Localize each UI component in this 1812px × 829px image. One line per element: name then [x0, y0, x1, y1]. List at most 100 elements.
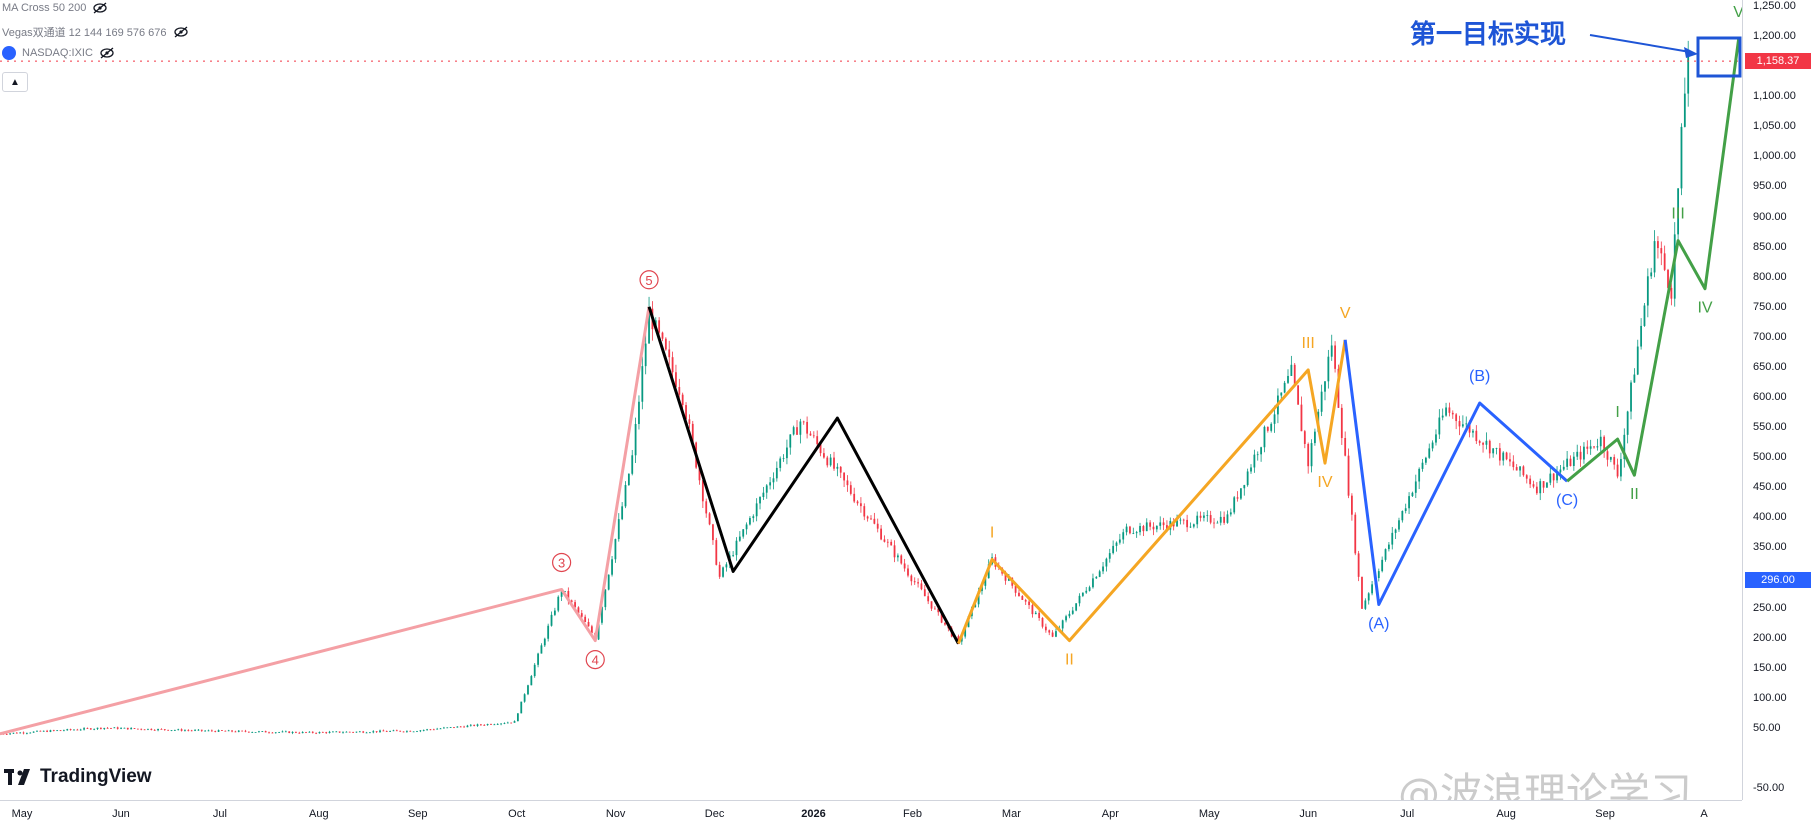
candle-body: [1018, 592, 1020, 597]
candle-body: [1468, 423, 1471, 433]
candle-body: [668, 349, 671, 358]
legend-ma-cross[interactable]: MA Cross 50 200: [2, 2, 108, 14]
candle-body: [1283, 382, 1286, 393]
candle-body: [691, 423, 694, 443]
candle-body: [1068, 613, 1071, 617]
candle-body: [974, 604, 977, 608]
candle-body: [1213, 522, 1215, 524]
candle-body: [1038, 612, 1041, 619]
candle-body: [46, 730, 48, 732]
candle-body: [486, 724, 489, 726]
candle-body: [291, 731, 294, 734]
tradingview-logo[interactable]: TradingView: [4, 766, 152, 788]
candle-body: [348, 731, 351, 733]
eye-hidden-icon[interactable]: [92, 2, 108, 14]
time-axis[interactable]: May Jun Jul Aug Sep Oct Nov Dec 2026 Feb Mar Apr May…: [0, 800, 1742, 829]
wave-label: IV: [1697, 300, 1712, 317]
candle-body: [1515, 467, 1518, 471]
candle-body: [271, 732, 274, 734]
candle-body: [789, 434, 792, 448]
eye-hidden-icon[interactable]: [173, 26, 189, 38]
time-tick: May: [1198, 808, 1220, 820]
candle-body: [584, 616, 587, 623]
candle-body: [1340, 407, 1343, 438]
candle-body: [927, 596, 930, 602]
target-highlight-box: [1696, 36, 1742, 78]
wave-label-circle: [639, 270, 659, 290]
candle-body: [113, 727, 116, 729]
candle-body: [796, 427, 798, 435]
price-tick: 1,050.00: [1753, 120, 1796, 133]
legend-vegas[interactable]: Vegas双通道 12 144 169 576 676: [2, 24, 189, 40]
candle-body: [533, 664, 536, 677]
candle-body: [759, 497, 761, 504]
candle-body: [9, 733, 11, 735]
candle-body: [143, 729, 146, 731]
candle-body: [32, 731, 35, 733]
eye-hidden-icon[interactable]: [99, 47, 115, 59]
candle-body: [688, 419, 691, 424]
candle-body: [772, 478, 775, 483]
candle-body: [49, 730, 52, 732]
candle-body: [742, 529, 745, 537]
legend-ma-cross-label: MA Cross 50 200: [2, 2, 87, 14]
candle-body: [160, 728, 163, 730]
candle-body: [816, 436, 819, 445]
candle-body: [833, 457, 835, 469]
candle-body: [496, 724, 499, 726]
candle-body: [937, 608, 940, 613]
candle-body: [1371, 584, 1373, 594]
candle-body: [1677, 188, 1680, 235]
candle-body: [1155, 525, 1158, 530]
candle-body: [167, 729, 170, 731]
candle-body: [1589, 446, 1592, 449]
candle-body: [876, 523, 879, 529]
time-tick: Feb: [902, 808, 922, 820]
candle-body: [1411, 492, 1414, 497]
candle-body: [745, 524, 748, 530]
candle-body: [1576, 451, 1579, 457]
candle-body: [187, 730, 190, 732]
time-tick: Apr: [1101, 808, 1119, 820]
wave-label: V: [1340, 305, 1351, 322]
candle-body: [1391, 532, 1394, 545]
legend-symbol[interactable]: NASDAQ:IXIC: [2, 46, 115, 60]
candle-body: [416, 731, 418, 733]
chart-area[interactable]: 3 4 5 I II III IV V (A) (B) (C) I II III IV V MA Cross …: [0, 0, 1744, 818]
candle-body: [1179, 519, 1182, 521]
candle-body: [483, 724, 486, 726]
candle-body: [52, 730, 55, 732]
candle-body: [557, 596, 560, 611]
candle-body: [1300, 404, 1303, 432]
price-axis[interactable]: 1,250.00 1,200.00 1,100.00 1,050.00 1,000.00…: [1742, 0, 1812, 800]
candle-body: [298, 732, 301, 734]
candle-body: [1535, 486, 1538, 494]
candle-body: [355, 731, 358, 733]
candle-body: [1401, 510, 1404, 521]
collapse-legend-button[interactable]: ▲: [2, 72, 28, 92]
candle-body: [866, 516, 869, 519]
candle-body: [1243, 485, 1246, 489]
price-tick: 50.00: [1753, 721, 1781, 734]
candle-body: [86, 728, 89, 729]
candle-body: [173, 730, 176, 731]
candle-body: [177, 729, 180, 731]
candle-body: [493, 724, 496, 726]
candle-body: [231, 730, 233, 732]
candle-body: [1404, 508, 1407, 511]
candle-body: [933, 608, 936, 610]
candle-body: [1603, 436, 1606, 452]
price-tick: -50.00: [1753, 781, 1785, 794]
time-tick: Nov: [605, 808, 626, 820]
candle-body: [93, 728, 96, 730]
candle-body: [412, 731, 415, 733]
candle-body: [809, 433, 812, 436]
candle-body: [399, 730, 402, 732]
candle-body: [1196, 515, 1199, 525]
candle-body: [510, 722, 513, 724]
candle-body: [769, 482, 772, 486]
candle-body: [923, 589, 926, 597]
candle-body: [1280, 392, 1283, 396]
candle-body: [389, 730, 392, 732]
